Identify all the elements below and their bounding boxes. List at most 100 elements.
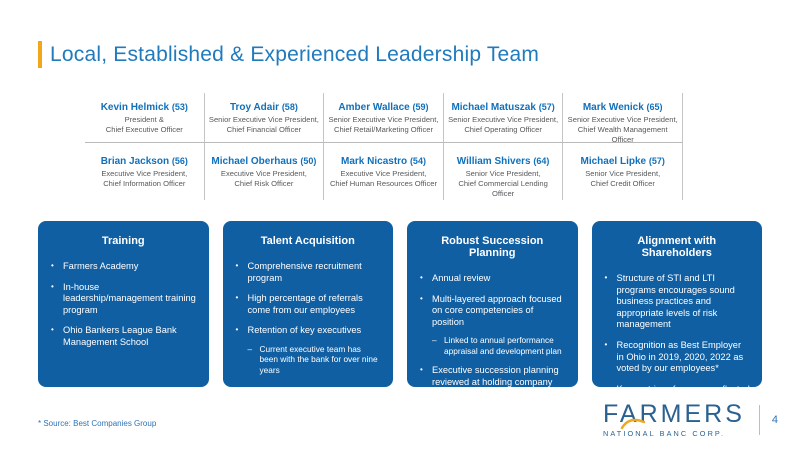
leader-name-text: Mark Nicastro xyxy=(341,156,408,167)
leader-name-text: Michael Matuszak xyxy=(451,102,536,113)
leader-age: (57) xyxy=(648,156,665,166)
leadership-table: Kevin Helmick (53) President & Chief Exe… xyxy=(85,93,683,200)
leader-name-text: Mark Wenick xyxy=(582,102,644,113)
leader-name: Troy Adair (58) xyxy=(209,102,320,113)
leader-card: Kevin Helmick (53) President & Chief Exe… xyxy=(85,93,205,143)
bullet-item: Farmers Academy xyxy=(50,261,197,273)
title-accent-bar xyxy=(38,41,42,68)
sub-bullet-item: Current executive team has been with the… xyxy=(248,344,382,375)
leader-name: Kevin Helmick (53) xyxy=(89,102,200,113)
leader-card: Michael Oberhaus (50) Executive Vice Pre… xyxy=(205,143,325,200)
pillar-shareholder-alignment: Alignment with Shareholders Structure of… xyxy=(591,221,762,405)
leader-title: Chief Financial Officer xyxy=(226,124,302,134)
bullet-item: Recognition as Best Employer in Ohio in … xyxy=(604,340,751,375)
leader-name-text: Troy Adair xyxy=(229,102,280,113)
leader-card: Brian Jackson (56) Executive Vice Presid… xyxy=(85,143,205,200)
leader-title: Senior Vice President, xyxy=(585,169,661,178)
leader-name: Mark Nicastro (54) xyxy=(328,156,439,167)
page-divider xyxy=(758,405,760,435)
leader-card: Mark Nicastro (54) Executive Vice Presid… xyxy=(324,143,444,200)
bullet-item: Executive succession planning reviewed a… xyxy=(419,365,566,400)
leader-title: President & xyxy=(124,115,164,124)
page-title: Local, Established & Experienced Leaders… xyxy=(50,42,540,66)
leader-name: Michael Oberhaus (50) xyxy=(209,156,320,167)
bullet-list: Farmers Academy In-house leadership/mana… xyxy=(50,261,197,349)
bullet-item: Structure of STI and LTI programs encour… xyxy=(604,273,751,331)
bullet-item: Key metrics of success reflected in cons… xyxy=(604,384,751,407)
leader-name: William Shivers (64) xyxy=(448,156,559,167)
pillar-title: Training xyxy=(101,235,145,247)
bullet-item: Retention of key executives xyxy=(235,325,382,337)
leader-title: Senior Executive Vice President, xyxy=(448,115,559,124)
leader-title: Chief Information Officer xyxy=(103,178,186,188)
leader-name-text: Amber Wallace xyxy=(338,102,410,113)
title-row: Local, Established & Experienced Leaders… xyxy=(38,41,539,68)
leader-name-text: Brian Jackson xyxy=(100,156,170,167)
bullet-list: Comprehensive recruitment program High p… xyxy=(235,261,382,375)
leader-name-text: Michael Oberhaus xyxy=(211,156,298,167)
bullet-item: In-house leadership/management training … xyxy=(50,282,197,317)
pillar-title: Robust Succession Planning xyxy=(441,235,544,259)
bullet-item: Comprehensive recruitment program xyxy=(235,261,382,284)
logo-wordmark: FARMERS NATIONAL BANC CORP. xyxy=(603,400,745,439)
leader-title: Chief Retail/Marketing Officer xyxy=(333,124,434,134)
pillar-boxes: Training Farmers Academy In-house leader… xyxy=(38,221,762,405)
bullet-item: Multi-layered approach focused on core c… xyxy=(419,294,566,329)
sub-bullet-item: Linked to annual performance appraisal a… xyxy=(432,335,566,356)
leader-title: Senior Executive Vice President, xyxy=(208,115,319,124)
leader-title: Executive Vice President, xyxy=(220,169,307,178)
leader-age: (53) xyxy=(171,102,188,112)
leader-name: Mark Wenick (65) xyxy=(567,102,678,113)
leader-age: (64) xyxy=(533,156,550,166)
bullet-item: High percentage of referrals come from o… xyxy=(235,293,382,316)
leader-age: (50) xyxy=(300,156,317,166)
logo-word: FARMERS xyxy=(603,400,745,428)
leader-title: Chief Operating Officer xyxy=(464,124,542,134)
leader-title: Chief Credit Officer xyxy=(590,178,655,188)
leader-title: Chief Executive Officer xyxy=(105,124,183,134)
leader-card: William Shivers (64) Senior Vice Preside… xyxy=(444,143,564,200)
farmers-logo: FARMERS NATIONAL BANC CORP. 4 xyxy=(603,400,778,439)
leader-age: (59) xyxy=(412,102,429,112)
leader-name-text: Kevin Helmick xyxy=(100,102,170,113)
leader-age: (65) xyxy=(646,102,663,112)
leader-card: Mark Wenick (65) Senior Executive Vice P… xyxy=(563,93,683,144)
leader-name-text: Michael Lipke xyxy=(580,156,647,167)
leader-title: Chief Human Resources Officer xyxy=(329,178,438,188)
leader-card: Troy Adair (58) Senior Executive Vice Pr… xyxy=(204,93,325,143)
leader-name: Amber Wallace (59) xyxy=(328,102,439,113)
page-number: 4 xyxy=(771,414,778,426)
leader-title: Executive Vice President, xyxy=(101,169,188,178)
pillar-talent-acquisition: Talent Acquisition Comprehensive recruit… xyxy=(222,221,393,387)
bullet-item: Ohio Bankers League Bank Management Scho… xyxy=(50,325,197,348)
leader-title: Chief Risk Officer xyxy=(234,178,294,188)
logo-subtitle-period: . xyxy=(720,429,726,438)
pillar-succession-planning: Robust Succession Planning Annual review… xyxy=(407,221,578,398)
footnote: * Source: Best Companies Group xyxy=(38,419,157,428)
bullet-list: Annual review Multi-layered approach foc… xyxy=(419,273,566,400)
leader-title: Senior Executive Vice President, xyxy=(328,115,439,124)
leader-card: Michael Lipke (57) Senior Vice President… xyxy=(563,143,683,200)
leader-age: (58) xyxy=(281,102,298,112)
leader-age: (57) xyxy=(538,102,555,112)
logo-subtitle: NATIONAL BANC CORP. xyxy=(603,429,745,438)
leader-card: Amber Wallace (59) Senior Executive Vice… xyxy=(324,93,444,143)
leader-title: Chief Commercial Lending Officer xyxy=(458,178,548,198)
leader-title: Chief Wealth Management Officer xyxy=(577,124,668,144)
leader-name: Michael Lipke (57) xyxy=(567,156,678,167)
leader-name-text: William Shivers xyxy=(456,156,531,167)
pillar-title: Alignment with Shareholders xyxy=(637,235,717,259)
bullet-list: Structure of STI and LTI programs encour… xyxy=(604,273,751,407)
logo-subtitle-text: NATIONAL BANC CORP xyxy=(603,429,721,438)
leader-title: Senior Executive Vice President, xyxy=(567,115,678,124)
leader-title: Senior Vice President, xyxy=(465,169,541,178)
leader-name: Brian Jackson (56) xyxy=(89,156,200,167)
pillar-title: Talent Acquisition xyxy=(260,235,355,247)
leader-card: Michael Matuszak (57) Senior Executive V… xyxy=(443,93,564,143)
pillar-training: Training Farmers Academy In-house leader… xyxy=(38,221,209,387)
bullet-item: Annual review xyxy=(419,273,566,285)
leader-age: (56) xyxy=(171,156,188,166)
leader-age: (54) xyxy=(409,156,426,166)
leader-name: Michael Matuszak (57) xyxy=(448,102,559,113)
